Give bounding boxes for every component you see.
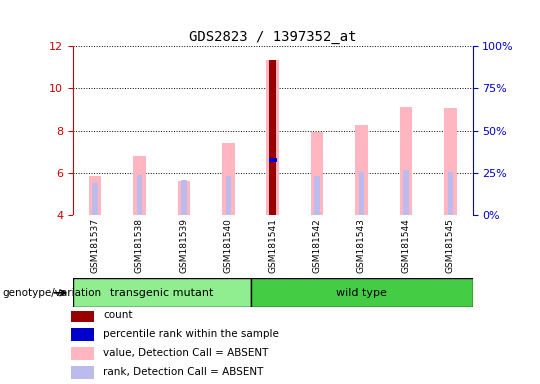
- Bar: [266, 60, 279, 215]
- Bar: [71, 328, 94, 341]
- Bar: [181, 180, 186, 215]
- Text: GSM181539: GSM181539: [179, 218, 188, 273]
- Text: GSM181543: GSM181543: [357, 218, 366, 273]
- Bar: [359, 172, 364, 215]
- Bar: [403, 170, 409, 215]
- Bar: [444, 108, 456, 215]
- Bar: [71, 366, 94, 379]
- Bar: [71, 347, 94, 360]
- Bar: [355, 125, 368, 215]
- Bar: [73, 278, 251, 307]
- Bar: [269, 159, 276, 162]
- Bar: [226, 176, 231, 215]
- Bar: [269, 60, 276, 215]
- Text: GSM181545: GSM181545: [446, 218, 455, 273]
- Text: GSM181538: GSM181538: [135, 218, 144, 273]
- Text: GSM181542: GSM181542: [313, 218, 322, 273]
- Bar: [314, 176, 320, 215]
- Text: GSM181537: GSM181537: [91, 218, 99, 273]
- Bar: [89, 176, 102, 215]
- Bar: [311, 132, 323, 215]
- Text: value, Detection Call = ABSENT: value, Detection Call = ABSENT: [104, 348, 269, 358]
- Bar: [137, 175, 142, 215]
- Title: GDS2823 / 1397352_at: GDS2823 / 1397352_at: [189, 30, 356, 44]
- Text: rank, Detection Call = ABSENT: rank, Detection Call = ABSENT: [104, 367, 264, 377]
- Text: transgenic mutant: transgenic mutant: [110, 288, 213, 298]
- Bar: [448, 172, 453, 215]
- Text: GSM181544: GSM181544: [401, 218, 410, 273]
- Text: GSM181541: GSM181541: [268, 218, 277, 273]
- Text: GSM181540: GSM181540: [224, 218, 233, 273]
- Bar: [92, 184, 98, 215]
- Text: genotype/variation: genotype/variation: [3, 288, 102, 298]
- Bar: [270, 160, 275, 215]
- Text: wild type: wild type: [336, 288, 387, 298]
- Bar: [133, 156, 146, 215]
- Bar: [178, 181, 190, 215]
- Bar: [400, 107, 412, 215]
- Bar: [222, 143, 234, 215]
- Text: percentile rank within the sample: percentile rank within the sample: [104, 329, 279, 339]
- Text: count: count: [104, 310, 133, 320]
- Bar: [251, 278, 472, 307]
- Bar: [71, 309, 94, 322]
